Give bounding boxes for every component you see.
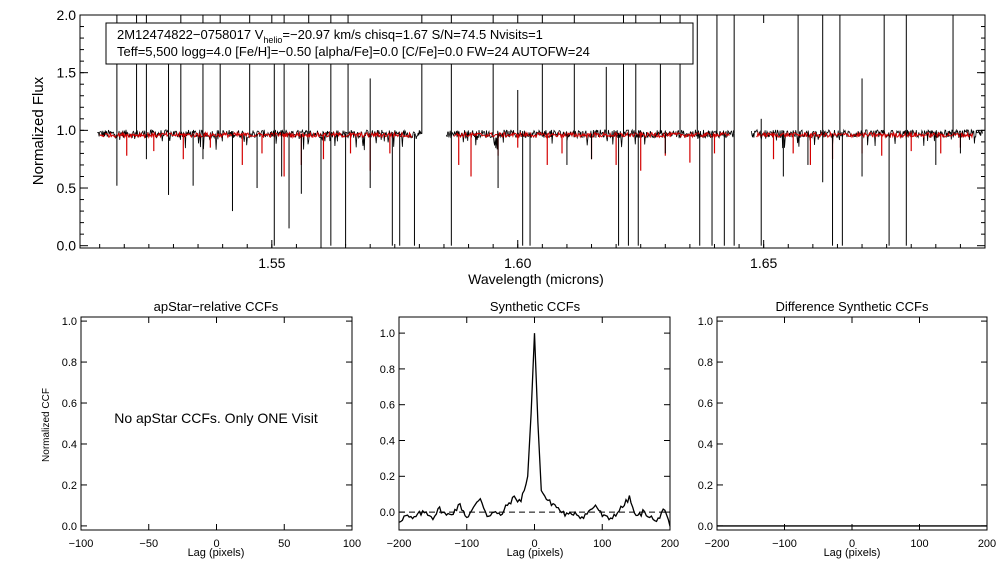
difference-ccf-y-tick-label: 0.2 (698, 480, 713, 492)
difference-ccf-x-tick-label: −100 (772, 538, 797, 550)
spectrum-x-tick-label: 1.60 (504, 255, 531, 271)
apstar-ccf-y-tick-label: 0.8 (62, 357, 77, 369)
info-box-frame (105, 22, 694, 65)
synthetic-ccf-x-tick-label: 200 (661, 538, 679, 550)
difference-ccf-x-tick-label: 200 (978, 538, 996, 550)
apstar-ccf-x-tick-label: −100 (69, 538, 94, 550)
difference-ccf-axis-ticks: −200 −100 0 100 200 0.0 0.2 0.4 0.6 0.8 1.0 (698, 316, 996, 550)
apstar-ccf-y-tick-label: 0.4 (62, 439, 77, 451)
apstar-ccf-x-tick-label: 0 (213, 538, 219, 550)
spectrum-plot-frame (79, 14, 986, 249)
synthetic-ccf-x-tick-label: 100 (593, 538, 611, 550)
apstar-ccf-y-tick-label: 0.0 (62, 521, 77, 533)
difference-ccf-y-tick-label: 0.8 (698, 357, 713, 369)
apstar-ccf-title: apStar−relative CCFs (154, 299, 279, 314)
spectrum-y-axis-label: Normalized Flux (30, 76, 47, 185)
apstar-ccf-x-tick-label: −50 (139, 538, 158, 550)
apstar-ccf-y-tick-label: 0.6 (62, 398, 77, 410)
synthetic-ccf-panel: Synthetic CCFs −200 −100 0 100 200 0.0 0.2 0.4 0… (380, 299, 679, 559)
difference-ccf-y-tick-label: 0.6 (698, 398, 713, 410)
difference-ccf-x-axis-label: Lag (pixels) (824, 547, 881, 559)
synthetic-ccf-plot-area (398, 333, 671, 527)
apstar-ccf-y-tick-label: 0.2 (62, 480, 77, 492)
synthetic-ccf-title: Synthetic CCFs (490, 299, 581, 314)
spectrum-x-axis-label: Wavelength (microns) (468, 271, 604, 287)
difference-ccf-x-tick-label: −200 (705, 538, 730, 550)
spectrum-y-tick-label: 1.0 (57, 122, 77, 138)
spectrum-y-tick-label: 0.0 (57, 238, 77, 254)
spectrum-y-tick-label: 0.5 (57, 180, 77, 196)
synthetic-ccf-axis-ticks: −200 −100 0 100 200 0.0 0.2 0.4 0.6 0.8 1.0 (380, 317, 679, 550)
apstar-ccf-x-axis-label: Lag (pixels) (188, 547, 245, 559)
no-ccf-message: No apStar CCFs. Only ONE Visit (114, 410, 318, 426)
spectrum-panel: 1.55 1.60 1.65 0.0 0.5 1.0 1.5 2.0 Wavelength (… (30, 7, 986, 287)
spectrum-x-tick-label: 1.65 (750, 255, 777, 271)
synthetic-ccf-y-tick-label: 1.0 (380, 328, 395, 340)
synthetic-ccf-x-axis-label: Lag (pixels) (507, 547, 564, 559)
difference-ccf-x-tick-label: 100 (910, 538, 928, 550)
apstar-ccf-y-tick-label: 1.0 (62, 316, 77, 328)
synthetic-ccf-x-tick-label: −100 (454, 538, 479, 550)
synthetic-ccf-y-tick-label: 0.2 (380, 471, 395, 483)
model-spectrum-segment (99, 130, 413, 140)
spectrum-axis-ticks: 1.55 1.60 1.65 0.0 0.5 1.0 1.5 2.0 (57, 7, 986, 271)
synthetic-ccf-y-tick-label: 0.8 (380, 364, 395, 376)
observed-spectrum-chip (97, 128, 422, 151)
info-line-1: 2M12474822−0758017 Vhelio=−20.97 km/s ch… (117, 27, 543, 45)
difference-ccf-panel: Difference Synthetic CCFs −200 −100 0 100 20… (698, 299, 996, 559)
difference-ccf-title: Difference Synthetic CCFs (776, 299, 929, 314)
synthetic-ccf-x-tick-label: 0 (531, 538, 537, 550)
apstar-ccf-x-tick-label: 50 (278, 538, 290, 550)
apstar-ccf-axis-ticks: −100 −50 0 50 100 0.0 0.2 0.4 0.6 0.8 1.0 (62, 316, 361, 550)
model-spectrum-segment (756, 130, 974, 140)
apstar-ccf-y-axis-label: Normalized CCF (41, 388, 52, 462)
difference-ccf-y-tick-label: 0.0 (698, 521, 713, 533)
synthetic-ccf-y-tick-label: 0.0 (380, 507, 395, 519)
synthetic-ccf-x-tick-label: −200 (387, 538, 412, 550)
difference-ccf-y-tick-label: 0.4 (698, 439, 713, 451)
synthetic-ccf-curve (398, 333, 671, 527)
apstar-ccf-panel: apStar−relative CCFs −100 −50 0 50 100 0.0 0.2… (41, 299, 361, 559)
info-line-1-start: 2M12474822−0758017 V (117, 27, 264, 42)
info-box: 2M12474822−0758017 Vhelio=−20.97 km/s ch… (105, 22, 694, 65)
info-line-2: Teff=5,500 logg=4.0 [Fe/H]=−0.50 [alpha/… (117, 44, 590, 59)
synthetic-ccf-y-tick-label: 0.4 (380, 435, 395, 447)
info-helio-subscript: helio (263, 35, 282, 45)
spectrum-x-tick-label: 1.55 (258, 255, 285, 271)
apstar-ccf-x-tick-label: 100 (343, 538, 361, 550)
info-line-1-end: =−20.97 km/s chisq=1.67 S/N=74.5 Nvisits… (282, 27, 543, 42)
spectrum-y-tick-label: 1.5 (57, 65, 77, 81)
difference-ccf-x-tick-label: 0 (849, 538, 855, 550)
synthetic-ccf-y-tick-label: 0.6 (380, 400, 395, 412)
spectrum-y-tick-label: 2.0 (57, 7, 77, 23)
difference-ccf-y-tick-label: 1.0 (698, 316, 713, 328)
